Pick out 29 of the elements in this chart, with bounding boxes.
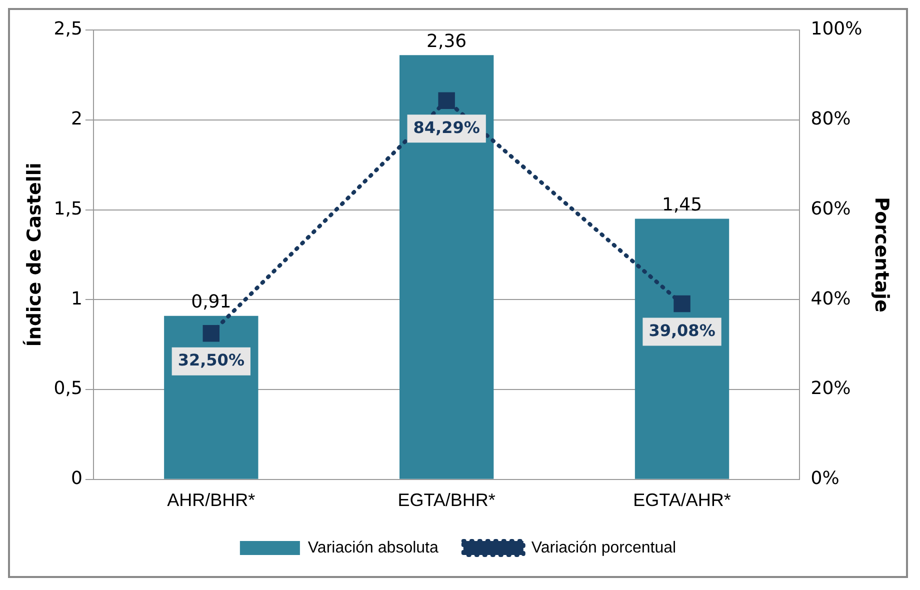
y-tick-label: 0,5 [54,378,82,400]
y2-tick-label: 80% [810,108,851,130]
y-tick-label: 2,5 [54,18,82,40]
y2-tick-label: 20% [810,378,851,400]
data-label: 32,50% [178,350,244,370]
y2-axis-title: Porcentaje [870,197,893,312]
legend-label: Variación porcentual [531,539,676,556]
data-label: 84,29% [413,118,480,137]
x-tick-label: EGTA/AHR* [633,490,731,510]
data-label: 39,08% [648,320,716,340]
x-tick-label: EGTA/BHR* [398,490,496,510]
data-label: 2,36 [426,30,467,52]
y-tick-label: 1,5 [54,198,82,220]
point [674,295,690,312]
data-label: 0,91 [191,291,232,312]
y-axis-title: Índice de Castelli [22,162,46,347]
y-tick-label: 0 [70,468,82,490]
y2-tick-label: 40% [810,288,851,310]
y2-tick-label: 100% [810,18,862,40]
point [438,92,455,109]
legend-label: Variación absoluta [308,539,438,556]
data-label: 1,45 [662,194,702,216]
y2-tick-label: 0% [810,468,840,490]
point [202,324,220,342]
y-tick-label: 1 [70,288,82,310]
y-tick-label: 2 [70,108,82,130]
bar [399,55,494,479]
x-tick-label: AHR/BHR* [167,490,256,510]
y2-tick-label: 60% [810,198,851,220]
